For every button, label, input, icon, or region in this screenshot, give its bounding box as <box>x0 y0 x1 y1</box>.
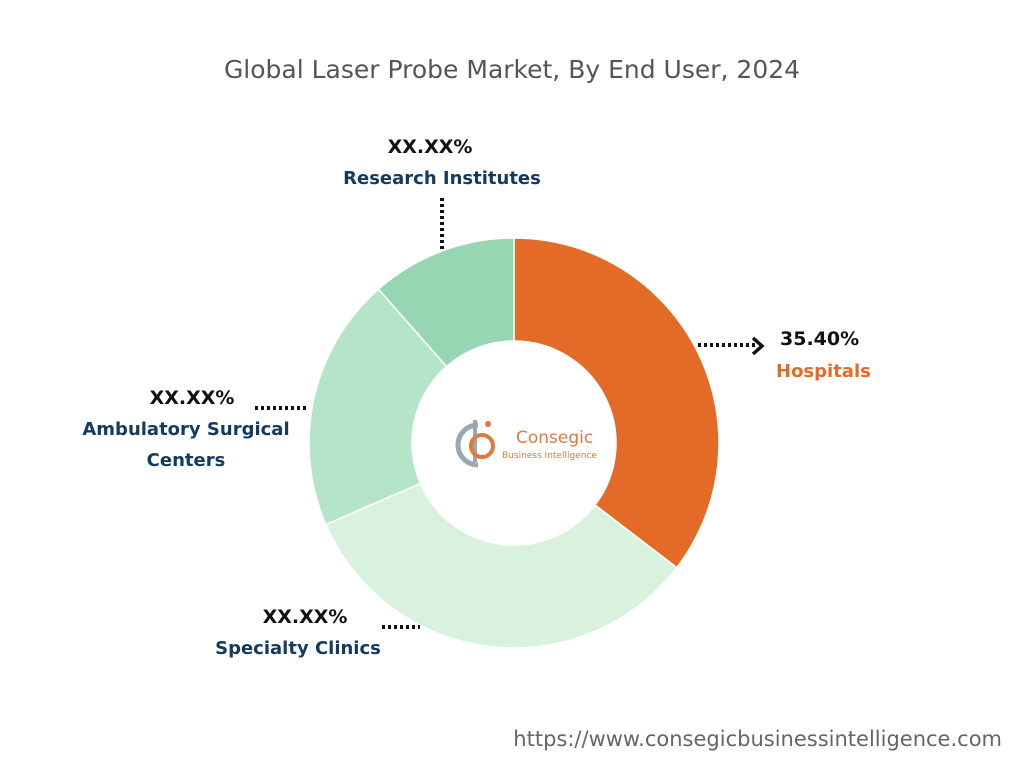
slice-specialty-clinics <box>324 482 678 649</box>
logo-tagline: Business Intelligence <box>502 451 597 461</box>
category-label-research-institutes: Research Institutes <box>343 168 541 189</box>
category-label-ambulatory-surgical-centers-line-2: Centers <box>147 450 226 471</box>
slice-labels: 35.40% Hospitals XX.XX% Specialty Clinics XX… <box>82 136 870 659</box>
category-label-ambulatory-surgical-centers: Ambulatory Surgical <box>82 419 289 440</box>
value-label-hospitals: 35.40% <box>780 328 859 350</box>
logo-name: Consegic <box>516 428 593 448</box>
donut-slices <box>308 237 720 649</box>
watermark-logo: Consegic Business Intelligence <box>455 420 597 468</box>
value-label-ambulatory-surgical-centers: XX.XX% <box>150 387 235 409</box>
chart-title: Global Laser Probe Market, By End User, … <box>224 55 800 84</box>
value-label-research-institutes: XX.XX% <box>388 136 473 158</box>
leader-arrow-hospitals <box>751 336 765 356</box>
slice-ambulatory-surgical-centers <box>308 288 448 526</box>
slice-research-institutes <box>377 237 515 368</box>
slice-hospitals <box>513 237 720 569</box>
footer-url: https://www.consegicbusinessintelligence… <box>513 727 1002 751</box>
category-label-specialty-clinics: Specialty Clinics <box>215 638 381 659</box>
value-label-specialty-clinics: XX.XX% <box>263 606 348 628</box>
category-label-hospitals: Hospitals <box>776 361 871 382</box>
cb-logo-icon <box>455 420 495 468</box>
